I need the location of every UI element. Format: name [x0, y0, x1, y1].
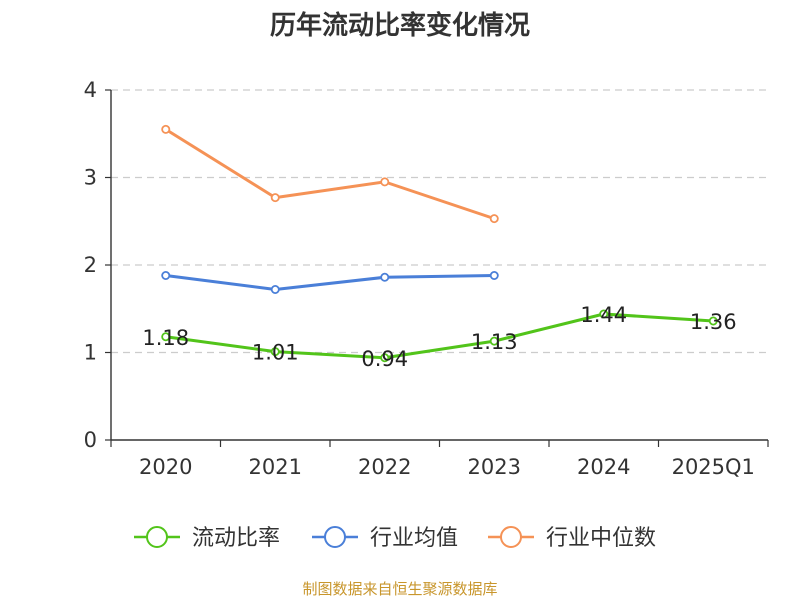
data-point	[380, 272, 390, 282]
data-point	[270, 284, 280, 294]
x-tick-label: 2023	[468, 455, 521, 479]
data-point	[161, 124, 171, 134]
series-line	[164, 274, 496, 291]
legend-label: 行业中位数	[546, 526, 656, 551]
data-point	[161, 270, 171, 280]
y-tick-label: 3	[84, 166, 97, 190]
series-lines	[161, 124, 718, 363]
x-tick-label: 2021	[249, 455, 302, 479]
series-line	[164, 312, 715, 360]
legend-label: 流动比率	[192, 526, 280, 551]
source-note: 制图数据来自恒生聚源数据库	[302, 580, 497, 598]
data-point	[489, 270, 499, 280]
x-tick-label: 2020	[139, 455, 192, 479]
legend-item[interactable]: 行业中位数	[488, 526, 656, 551]
y-tick-label: 0	[84, 428, 97, 452]
y-tick-label: 4	[84, 78, 97, 102]
legend-swatch-marker	[146, 526, 168, 548]
legend-label: 行业均值	[370, 526, 458, 551]
grid-lines	[111, 89, 768, 354]
data-point	[489, 336, 499, 346]
legend-swatch-marker	[500, 526, 522, 548]
y-tick-label: 1	[84, 341, 97, 365]
data-point	[270, 193, 280, 203]
data-point	[380, 177, 390, 187]
data-label: 1.01	[252, 341, 299, 365]
data-label: 0.94	[361, 347, 408, 371]
data-point	[489, 214, 499, 224]
y-tick-label: 2	[84, 253, 97, 277]
data-label: 1.18	[142, 326, 189, 350]
data-point	[380, 353, 390, 363]
series-line	[164, 127, 496, 221]
data-labels: 1.18 1.01 0.94 1.13 1.44 1.36	[142, 303, 736, 371]
legend-item[interactable]: 流动比率	[134, 526, 280, 551]
x-tick-label: 2025Q1	[672, 455, 755, 479]
data-point	[708, 316, 718, 326]
data-label: 1.44	[580, 303, 627, 327]
data-label: 1.36	[690, 310, 737, 334]
data-label: 1.13	[471, 330, 518, 354]
data-point	[599, 309, 609, 319]
chart-title: 历年流动比率变化情况	[270, 10, 530, 41]
axes: 0 1 2 3 4 2020 2021 2022 2023 2024 2025Q1	[84, 78, 769, 479]
legend-item[interactable]: 行业均值	[312, 526, 458, 551]
legend[interactable]: 流动比率 行业均值 行业中位数	[134, 526, 656, 551]
data-point	[270, 347, 280, 357]
data-point	[161, 332, 171, 342]
x-tick-label: 2024	[577, 455, 630, 479]
x-tick-label: 2022	[358, 455, 411, 479]
legend-swatch-marker	[324, 526, 346, 548]
